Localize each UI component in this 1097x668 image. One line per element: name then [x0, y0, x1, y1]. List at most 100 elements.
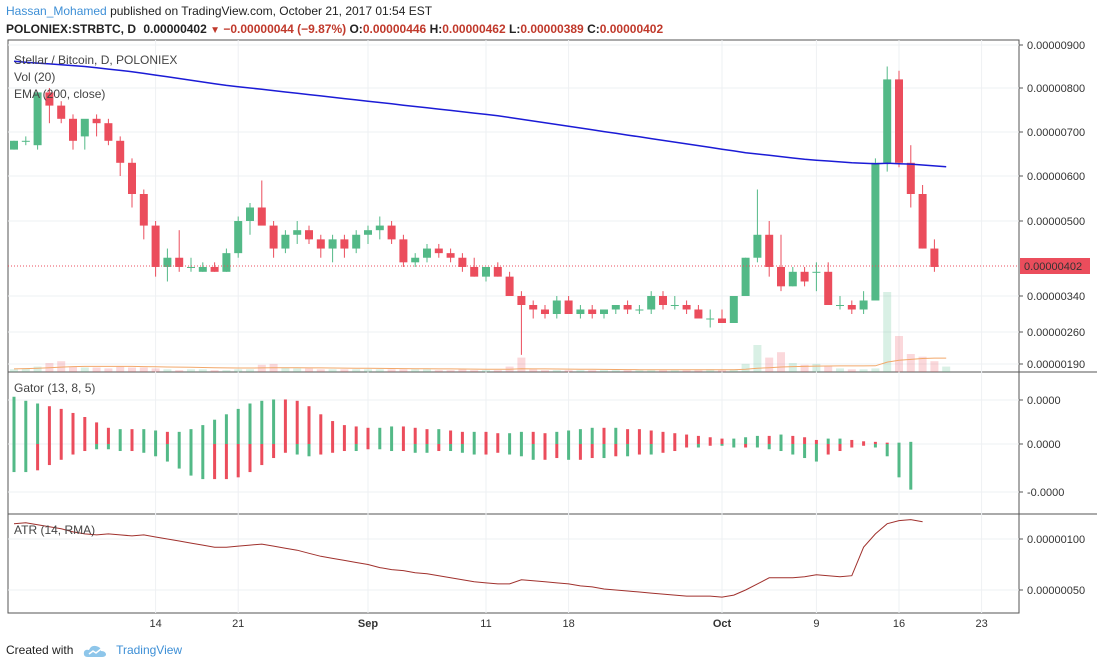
candle-body [788, 271, 797, 287]
volume-bar [375, 369, 384, 372]
time-tick-label: 14 [149, 618, 161, 630]
volume-bars [10, 292, 951, 372]
volume-bar [541, 370, 549, 372]
volume-bar [918, 356, 927, 372]
symbol-label: POLONIEX:STRBTC, D [6, 22, 137, 36]
gator-tick-label: -0.0000 [1027, 487, 1064, 499]
candles [10, 66, 939, 355]
price-tag-label: 0.00000402 [1024, 261, 1082, 273]
gator-tick-label: 0.0000 [1027, 395, 1061, 407]
candle-body [576, 309, 585, 314]
time-tick-label: 21 [232, 618, 244, 630]
candle-body [246, 207, 254, 221]
volume-bar [765, 357, 774, 372]
ema-line [13, 60, 947, 168]
high-label: H: [429, 22, 443, 36]
gator-bars [12, 396, 913, 490]
volume-bar [198, 369, 207, 372]
volume-bar [659, 370, 667, 372]
volume-bar [281, 367, 290, 372]
volume-bar [706, 369, 715, 372]
candle-body [375, 225, 384, 231]
volume-bar [529, 369, 538, 372]
price-tick-label: 0.00000600 [1027, 171, 1085, 183]
price-tick-label: 0.00000260 [1027, 327, 1085, 339]
indicator-lines [8, 60, 1019, 598]
tradingview-link[interactable]: TradingView [116, 643, 183, 658]
volume-bar [564, 370, 573, 372]
volume-bar [222, 370, 231, 372]
candle-body [600, 309, 608, 314]
candle-body [883, 79, 892, 163]
volume-bar [33, 366, 42, 372]
last-price: 0.00000402 [143, 22, 207, 36]
candle-body [293, 230, 302, 235]
volume-bar [493, 370, 502, 372]
volume-bar [399, 369, 408, 372]
high-value: 0.00000462 [442, 22, 506, 36]
candle-body [623, 305, 632, 310]
volume-bar [647, 370, 656, 372]
volume-bar [635, 370, 644, 372]
time-tick-label: 11 [480, 618, 491, 630]
volume-bar [80, 367, 89, 372]
candle-body [470, 266, 479, 277]
candle-body [859, 300, 868, 310]
volume-bar [836, 368, 844, 372]
low-value: 0.00000389 [520, 22, 584, 36]
volume-bar [10, 369, 18, 372]
candle-body [647, 296, 656, 310]
gator-tick-label: 0.0000 [1027, 439, 1061, 451]
volume-bar [682, 370, 691, 372]
created-with-label: Created with [6, 643, 74, 658]
candle-body [812, 271, 821, 273]
candle-body [541, 309, 549, 314]
volume-bar [139, 367, 148, 372]
candle-body [765, 234, 774, 267]
candle-body [92, 118, 101, 124]
candle-body [210, 266, 219, 272]
volume-bar [883, 292, 892, 372]
close-value: 0.00000402 [599, 22, 664, 36]
candle-body [411, 257, 420, 263]
candle-body [364, 230, 372, 235]
candle-body [753, 234, 762, 258]
volume-bar [942, 366, 951, 372]
candle-body [151, 225, 160, 267]
volume-bar [21, 368, 30, 372]
candle-body [918, 194, 927, 249]
candle-body [847, 305, 856, 310]
author-link[interactable]: Hassan_Mohamed [6, 4, 107, 18]
volume-bar [458, 369, 467, 372]
volume-bar [788, 363, 797, 372]
candle-body [281, 234, 290, 249]
volume-bar [163, 369, 172, 372]
candle-body [895, 79, 903, 163]
volume-bar [729, 369, 738, 372]
candle-body [588, 309, 597, 314]
open-label: O: [349, 22, 363, 36]
volume-bar [859, 369, 868, 372]
pane-label-vol: Vol (20) [14, 70, 55, 84]
price-tag-box [1020, 258, 1090, 274]
candle-body [57, 105, 66, 119]
pane-label-ema: EMA (200, close) [14, 87, 105, 101]
volume-bar [517, 357, 526, 372]
atr-tick-label: 0.00000100 [1027, 534, 1085, 546]
price-tick-label: 0.00000700 [1027, 127, 1085, 139]
candle-body [10, 140, 18, 150]
price-change: −0.00000044 (−9.87%) [223, 22, 347, 36]
time-tick-label: Sep [358, 618, 378, 630]
volume-bar [718, 370, 726, 372]
candle-body [718, 318, 726, 323]
volume-bar [92, 367, 101, 372]
publish-info: published on TradingView.com, October 21… [110, 4, 433, 18]
candle-body [446, 253, 455, 258]
volume-bar [69, 366, 77, 372]
candle-body [836, 305, 844, 306]
volume-bar [411, 369, 420, 372]
volume-bar [600, 370, 608, 372]
time-tick-label: 18 [562, 618, 574, 630]
candle-body [33, 92, 42, 146]
